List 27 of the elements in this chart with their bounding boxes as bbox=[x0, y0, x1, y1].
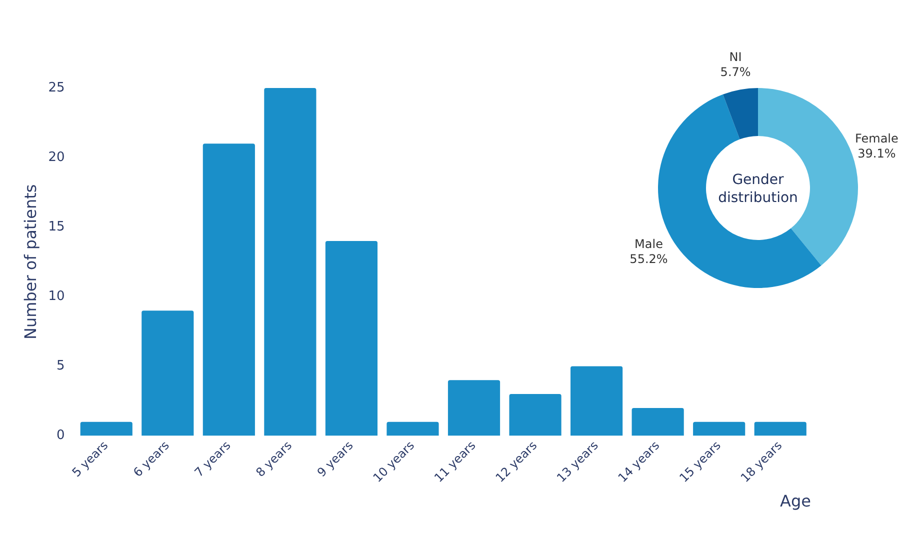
y-tick-label: 25 bbox=[48, 80, 65, 96]
data-label: 39.1% bbox=[858, 146, 896, 161]
x-axis-title: Age bbox=[780, 492, 811, 511]
bar bbox=[202, 144, 255, 436]
data-label: 55.2% bbox=[630, 252, 668, 266]
bar bbox=[264, 88, 316, 436]
bar bbox=[142, 310, 194, 436]
bar bbox=[509, 394, 562, 436]
bar bbox=[632, 408, 684, 436]
y-axis-title: Number of patients bbox=[20, 184, 40, 340]
bar bbox=[80, 422, 132, 436]
bar bbox=[570, 366, 623, 436]
y-tick-label: 0 bbox=[56, 428, 65, 444]
bar bbox=[754, 422, 806, 436]
data-label: 5.7% bbox=[720, 65, 751, 80]
slice-label: NI bbox=[729, 50, 742, 64]
bar bbox=[448, 380, 500, 436]
text: Gender distribution bbox=[718, 172, 798, 206]
y-tick-label: 10 bbox=[48, 289, 65, 304]
slice-label: Male bbox=[634, 236, 663, 251]
y-tick-label: 20 bbox=[48, 150, 65, 165]
bar bbox=[325, 241, 378, 436]
y-tick-label: 5 bbox=[56, 358, 65, 374]
slice-label: Female bbox=[854, 132, 898, 146]
bar bbox=[693, 422, 746, 436]
y-tick-label: 15 bbox=[48, 219, 65, 234]
bar bbox=[386, 422, 439, 436]
